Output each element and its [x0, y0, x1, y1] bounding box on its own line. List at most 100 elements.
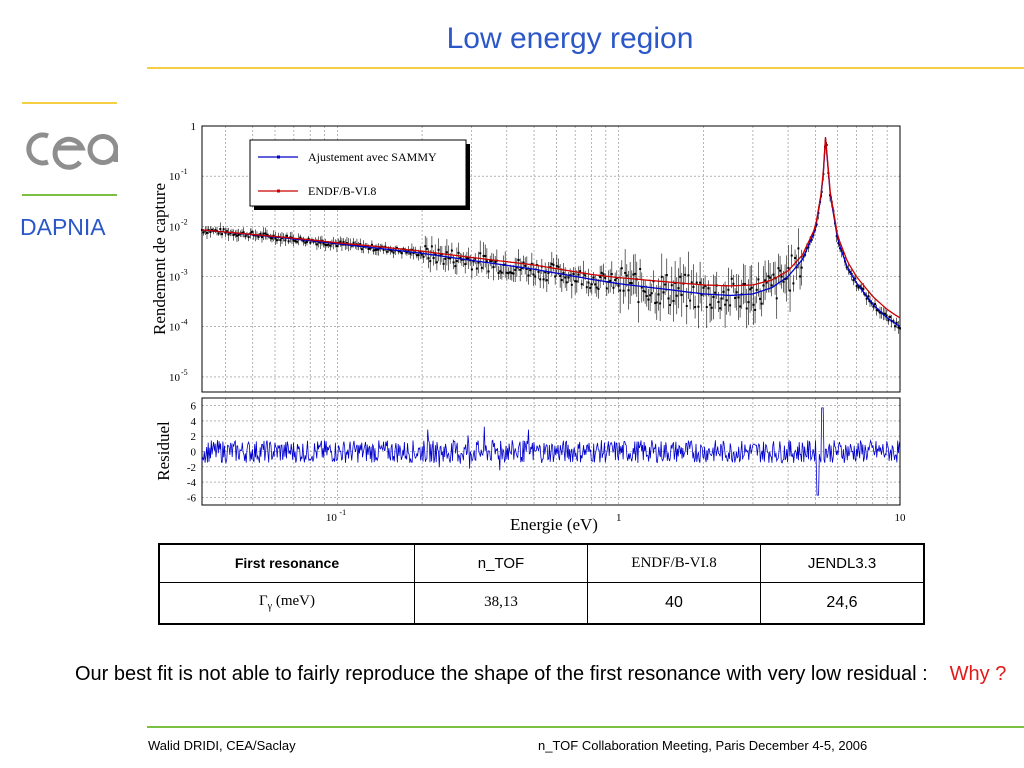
data-point: [897, 326, 900, 329]
data-point: [475, 267, 478, 270]
data-point: [579, 270, 582, 273]
data-point: [264, 232, 267, 235]
data-point: [700, 293, 703, 296]
data-point: [545, 279, 548, 282]
data-point: [375, 248, 378, 251]
data-point: [497, 271, 500, 274]
res-y-tick-label: -2: [187, 462, 196, 474]
data-point: [707, 287, 710, 290]
data-point: [585, 286, 588, 289]
y-tick-label: 10: [169, 372, 181, 384]
data-point: [859, 285, 862, 288]
data-point: [762, 284, 765, 287]
data-point: [577, 273, 580, 276]
data-point: [685, 305, 688, 308]
data-point: [672, 299, 675, 302]
data-point: [270, 237, 273, 240]
data-point: [232, 234, 235, 237]
data-point: [667, 297, 670, 300]
data-point: [487, 270, 490, 273]
data-point: [237, 233, 240, 236]
data-point: [509, 271, 512, 274]
data-point: [599, 275, 602, 278]
data-point: [662, 291, 665, 294]
data-point: [429, 260, 432, 263]
header-first-resonance: First resonance: [158, 543, 415, 583]
data-point: [479, 252, 482, 255]
data-point: [735, 291, 738, 294]
y-tick-label: 1: [191, 121, 197, 133]
data-point: [790, 254, 793, 257]
data-point: [770, 284, 773, 287]
header-endf: ENDF/B-VI.8: [587, 543, 761, 583]
gamma-unit: (meV): [275, 593, 315, 610]
data-point: [724, 303, 727, 306]
data-point: [860, 287, 863, 290]
data-point: [550, 262, 553, 265]
data-point: [610, 273, 613, 276]
data-point: [242, 231, 245, 234]
data-point: [875, 309, 878, 312]
data-point: [400, 252, 403, 255]
data-point: [727, 288, 730, 291]
x-tick-exponent: -1: [339, 508, 346, 517]
data-point: [589, 286, 592, 289]
data-point: [665, 273, 668, 276]
data-point: [644, 290, 647, 293]
data-point: [412, 252, 415, 255]
data-point: [689, 299, 692, 302]
title-underline: [147, 67, 1024, 69]
data-point: [220, 233, 223, 236]
data-point: [669, 304, 672, 307]
data-point: [675, 294, 678, 297]
data-point: [217, 232, 220, 235]
data-point: [684, 273, 687, 276]
x-tick-label: 10: [326, 512, 338, 524]
data-point: [295, 240, 298, 243]
data-point: [260, 236, 263, 239]
table-row: Γγ (meV) 38,13 40 24,6: [158, 581, 925, 625]
data-point: [244, 235, 247, 238]
data-point: [597, 287, 600, 290]
data-point: [534, 275, 537, 278]
res-y-tick-label: -6: [187, 492, 197, 504]
data-point: [877, 309, 880, 312]
data-point: [745, 307, 748, 310]
data-point: [279, 239, 282, 242]
resonance-table: First resonance n_TOF ENDF/B-VI.8 JENDL3…: [158, 543, 925, 625]
data-point: [559, 274, 562, 277]
data-point: [542, 278, 545, 281]
data-point: [609, 279, 612, 282]
data-point: [359, 242, 362, 245]
y-tick-exponent: -3: [181, 268, 188, 277]
y-tick-label: 10: [169, 221, 181, 233]
data-point: [519, 268, 522, 271]
res-y-tick-label: 0: [191, 447, 197, 459]
data-point: [424, 245, 427, 248]
data-point: [650, 292, 653, 295]
data-point: [307, 237, 310, 240]
legend-label: Ajustement avec SAMMY: [308, 150, 437, 164]
data-point: [474, 257, 477, 260]
data-point: [655, 301, 658, 304]
data-point: [862, 288, 865, 291]
data-point: [795, 266, 798, 269]
data-point: [874, 303, 877, 306]
data-point: [377, 248, 380, 251]
data-point: [590, 283, 593, 286]
data-point: [737, 296, 740, 299]
gamma-subscript: γ: [267, 601, 273, 613]
data-point: [619, 289, 622, 292]
data-point: [867, 295, 870, 298]
top-y-axis-title: Rendement de capture: [150, 183, 169, 335]
data-point: [704, 284, 707, 287]
data-point: [792, 282, 795, 285]
data-point: [709, 303, 712, 306]
data-point: [594, 283, 597, 286]
data-point: [580, 283, 583, 286]
data-point: [322, 242, 325, 245]
data-point: [275, 239, 278, 242]
data-point: [274, 237, 277, 240]
data-point: [705, 305, 708, 308]
data-point: [697, 305, 700, 308]
